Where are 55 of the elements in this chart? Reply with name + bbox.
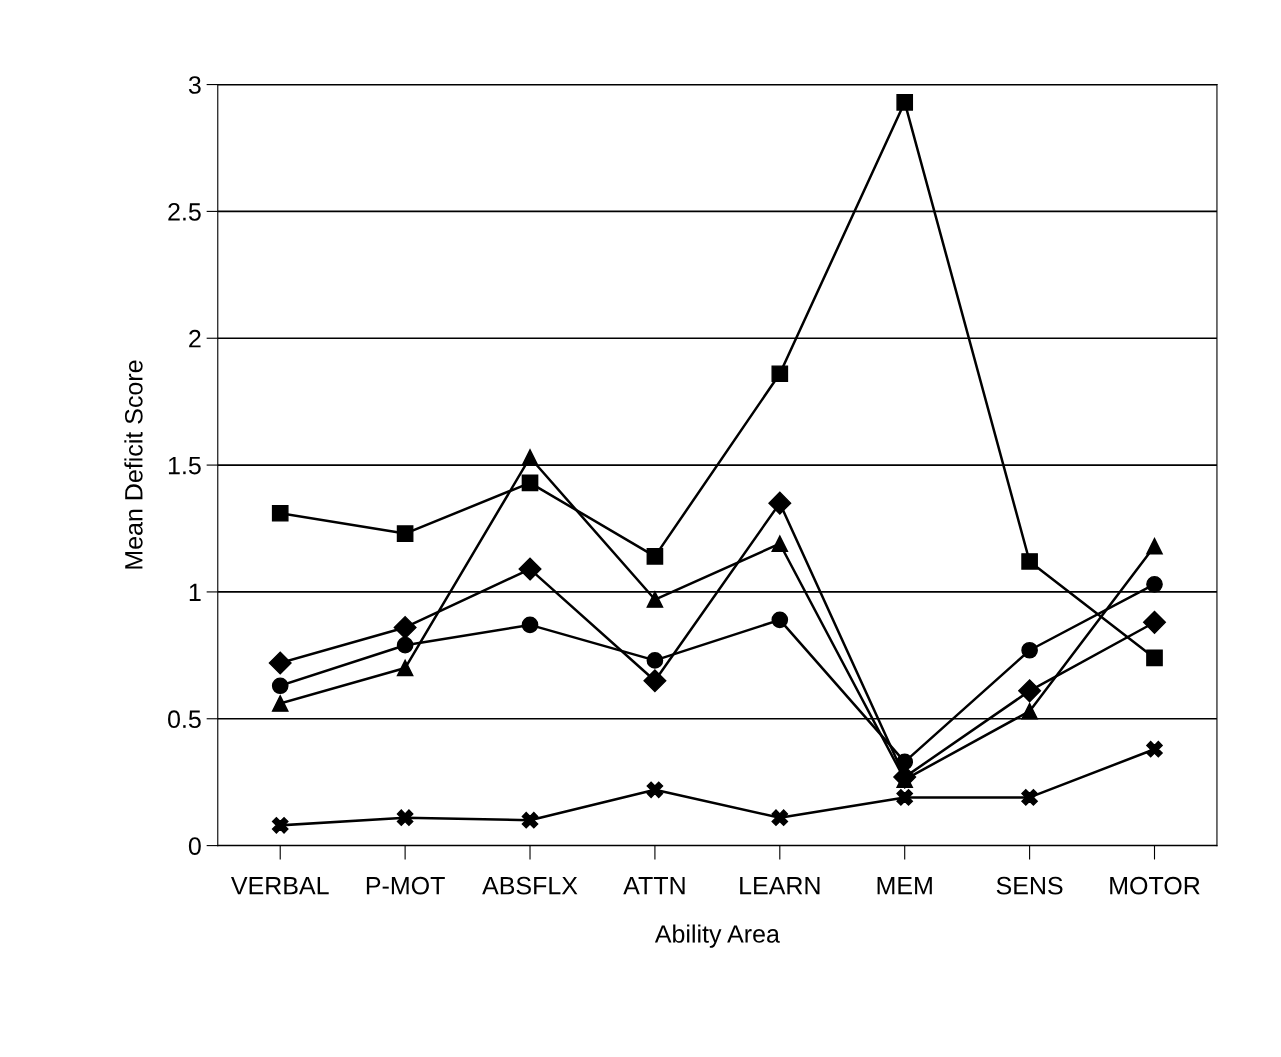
point (1018, 679, 1042, 703)
y-tick-label: 3 (188, 76, 201, 94)
point (396, 809, 414, 827)
point (521, 449, 539, 466)
point (521, 474, 539, 492)
point (396, 525, 414, 542)
y-tick-label: 2.5 (168, 203, 201, 221)
x-tick-label: P-MOT (366, 876, 445, 895)
point (1146, 649, 1163, 667)
point (518, 557, 542, 581)
x-axis-title: Ability Area (654, 924, 780, 948)
y-tick-label: 1.5 (168, 456, 201, 475)
y-tick-label: 2 (189, 329, 201, 348)
point (646, 591, 664, 608)
point (771, 365, 789, 383)
y-tick-label: 1 (189, 583, 201, 601)
point (1146, 537, 1163, 555)
point (646, 781, 664, 799)
point (896, 789, 914, 806)
point (1021, 641, 1038, 659)
point (646, 652, 664, 669)
x-tick-label: VERBAL (231, 877, 329, 895)
point (1021, 789, 1038, 806)
point (1021, 553, 1038, 570)
point (1021, 702, 1038, 720)
point (396, 636, 414, 654)
point (771, 611, 789, 629)
point (521, 616, 539, 634)
x-tick-label: ABSFLX (482, 876, 578, 895)
x-tick-label: LEARN (740, 877, 820, 895)
point (271, 816, 289, 834)
point (771, 535, 789, 553)
point (1146, 740, 1163, 758)
point (643, 669, 667, 693)
y-tick-label: 0.5 (168, 710, 201, 729)
point (1143, 610, 1166, 634)
x-tick-label: MEM (877, 877, 932, 895)
y-axis-title: Mean Deficit Score (124, 360, 143, 569)
point (393, 615, 417, 639)
point (646, 548, 664, 565)
point (521, 811, 539, 829)
point (268, 651, 292, 675)
point (896, 93, 914, 111)
y-tick-label: 0 (188, 837, 201, 855)
point (271, 504, 289, 522)
point (768, 491, 792, 515)
point (271, 677, 289, 695)
x-tick-label: ATTN (623, 877, 685, 895)
point (396, 659, 414, 677)
x-tick-label: MOTOR (1110, 876, 1200, 895)
point (771, 809, 789, 827)
point (896, 753, 914, 771)
point (271, 695, 289, 712)
x-tick-label: SENS (996, 876, 1063, 895)
point (1146, 575, 1163, 593)
